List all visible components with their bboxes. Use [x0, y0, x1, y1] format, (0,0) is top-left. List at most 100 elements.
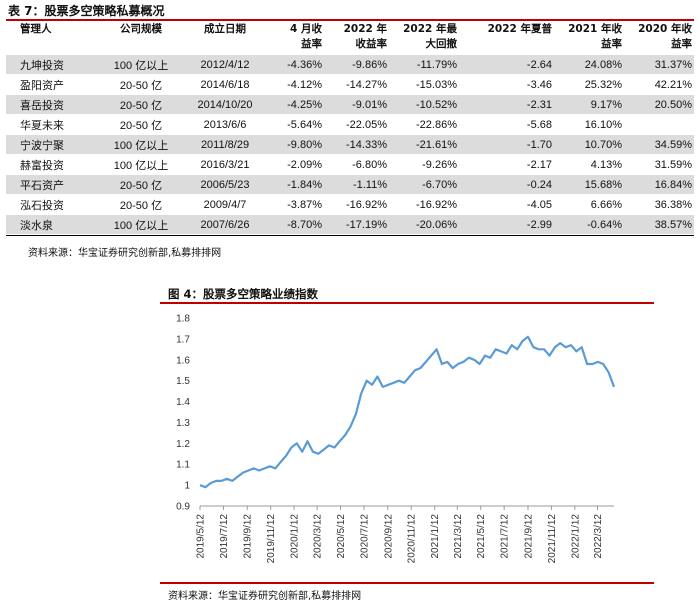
table-cell: 2014/6/18	[181, 74, 269, 95]
table-row: 喜岳投资 20-50 亿 2014/10/20 -4.25% -9.01% -10.52%…	[6, 94, 694, 115]
table-cell: 38.57%	[624, 214, 694, 235]
figure-top-rule	[160, 302, 654, 304]
table-cell: -8.70%	[269, 214, 324, 235]
x-tick-label: 2021/3/12	[453, 514, 464, 559]
column-header-line: 益率	[601, 38, 622, 50]
table-row: 宁波宁聚 100 亿以上 2011/8/29 -9.80% -14.33% -21.61%…	[6, 134, 694, 155]
table-cell: -1.84%	[269, 174, 324, 195]
column-header-line: 益率	[671, 38, 692, 50]
table-cell: -9.80%	[269, 134, 324, 155]
table-row: 盈阳资产 20-50 亿 2014/6/18 -4.12% -14.27% -15.03%…	[6, 74, 694, 95]
table-cell: -6.70%	[389, 174, 459, 195]
table-cell: -3.87%	[269, 194, 324, 215]
column-header-line: 收益率	[355, 38, 388, 50]
figure-bottom-rule	[160, 582, 654, 584]
table-cell: 31.37%	[624, 55, 694, 75]
table-row: 赫富投资 100 亿以上 2016/3/21 -2.09% -6.80% -9.26% -2…	[6, 154, 694, 175]
table-cell: -1.11%	[324, 174, 389, 195]
table-cell: -16.92%	[324, 194, 389, 215]
column-header-line: 2020 年收	[638, 23, 692, 35]
table-cell: -2.09%	[269, 154, 324, 175]
column-header-line: 4 月收	[290, 23, 322, 35]
manager-cell: 华夏未来	[6, 114, 101, 135]
table-cell: 20-50 亿	[101, 174, 181, 195]
table-cell: 34.59%	[624, 134, 694, 155]
manager-cell: 泓石投资	[6, 194, 101, 215]
y-tick-label: 1	[184, 481, 190, 492]
table-cell: -22.86%	[389, 114, 459, 135]
x-tick-label: 2019/7/12	[219, 514, 230, 559]
column-header: 2022 年收益率	[324, 20, 389, 55]
table-cell: 100 亿以上	[101, 134, 181, 155]
strategy-table: 管理人 公司规模 成立日期 4 月收 益率 2022 年收益率 2022 年最 大回撤 2022…	[6, 20, 694, 235]
table-cell: 2012/4/12	[181, 55, 269, 75]
table-cell: -14.27%	[324, 74, 389, 95]
column-header: 2020 年收益率	[624, 20, 694, 55]
y-tick-label: 1.2	[176, 439, 190, 450]
table-cell: 2007/6/26	[181, 214, 269, 235]
table-cell: -10.52%	[389, 94, 459, 115]
x-tick-label: 2021/1/12	[430, 514, 441, 559]
table-row: 平石资产 20-50 亿 2006/5/23 -1.84% -1.11% -6.70% -0…	[6, 174, 694, 195]
table-cell: -14.33%	[324, 134, 389, 155]
table-cell: -11.79%	[389, 55, 459, 75]
table-cell: 42.21%	[624, 74, 694, 95]
x-tick-label: 2022/3/12	[593, 514, 604, 559]
x-tick-label: 2020/9/12	[383, 514, 394, 559]
manager-cell: 平石资产	[6, 174, 101, 195]
column-header-line: 公司规模	[120, 23, 162, 35]
column-header-line: 2022 年	[343, 23, 387, 35]
table-cell: -4.05	[459, 194, 554, 215]
x-tick-label: 2020/5/12	[336, 514, 347, 559]
table-cell: 100 亿以上	[101, 55, 181, 75]
table-cell: 2016/3/21	[181, 154, 269, 175]
manager-cell: 淡水泉	[6, 214, 101, 235]
table-cell: -4.36%	[269, 55, 324, 75]
table-cell: 2013/6/6	[181, 114, 269, 135]
table-cell: -2.17	[459, 154, 554, 175]
manager-cell: 盈阳资产	[6, 74, 101, 95]
table-cell: -2.64	[459, 55, 554, 75]
table-cell: -22.05%	[324, 114, 389, 135]
table-cell: 20-50 亿	[101, 74, 181, 95]
table-cell: 36.38%	[624, 194, 694, 215]
y-tick-label: 1.3	[176, 418, 190, 429]
table-cell: 4.13%	[554, 154, 624, 175]
x-tick-label: 2020/3/12	[313, 514, 324, 559]
x-tick-label: 2021/7/12	[500, 514, 511, 559]
table-row: 华夏未来 20-50 亿 2013/6/6 -5.64% -22.05% -22.86% -…	[6, 114, 694, 135]
table-cell: -3.46	[459, 74, 554, 95]
table-cell: 2009/4/7	[181, 194, 269, 215]
manager-cell: 九坤投资	[6, 55, 101, 75]
table-cell: 20-50 亿	[101, 114, 181, 135]
table-cell: 16.84%	[624, 174, 694, 195]
table-cell: -9.01%	[324, 94, 389, 115]
table-row: 九坤投资 100 亿以上 2012/4/12 -4.36% -9.86% -11.79% -…	[6, 55, 694, 75]
table-cell: 10.70%	[554, 134, 624, 155]
figure-source-note: 资料来源：华宝证券研究创新部,私募排排网	[168, 591, 362, 602]
column-header: 管理人	[6, 20, 101, 55]
figure-title: 图 4：股票多空策略业绩指数	[168, 287, 319, 301]
table-cell: -6.80%	[324, 154, 389, 175]
manager-cell: 宁波宁聚	[6, 134, 101, 155]
table-row: 淡水泉 100 亿以上 2007/6/26 -8.70% -17.19% -20.06% -…	[6, 214, 694, 235]
y-tick-label: 1.6	[176, 355, 190, 366]
table-cell: -0.24	[459, 174, 554, 195]
table-cell: -5.64%	[269, 114, 324, 135]
table-cell: 20-50 亿	[101, 94, 181, 115]
y-tick-label: 1.7	[176, 334, 190, 345]
table-cell: 31.59%	[624, 154, 694, 175]
table-cell: 15.68%	[554, 174, 624, 195]
column-header: 4 月收 益率	[269, 20, 324, 55]
table-cell: -20.06%	[389, 214, 459, 235]
table-cell: 16.10%	[554, 114, 624, 135]
x-tick-label: 2021/5/12	[476, 514, 487, 559]
x-tick-label: 2019/9/12	[243, 514, 254, 559]
table-cell: 2011/8/29	[181, 134, 269, 155]
x-tick-label: 2020/1/12	[290, 514, 301, 559]
x-tick-label: 2020/11/12	[407, 514, 418, 564]
table-cell: 24.08%	[554, 55, 624, 75]
table-cell: -21.61%	[389, 134, 459, 155]
table-cell: 20.50%	[624, 94, 694, 115]
table-cell: -4.12%	[269, 74, 324, 95]
